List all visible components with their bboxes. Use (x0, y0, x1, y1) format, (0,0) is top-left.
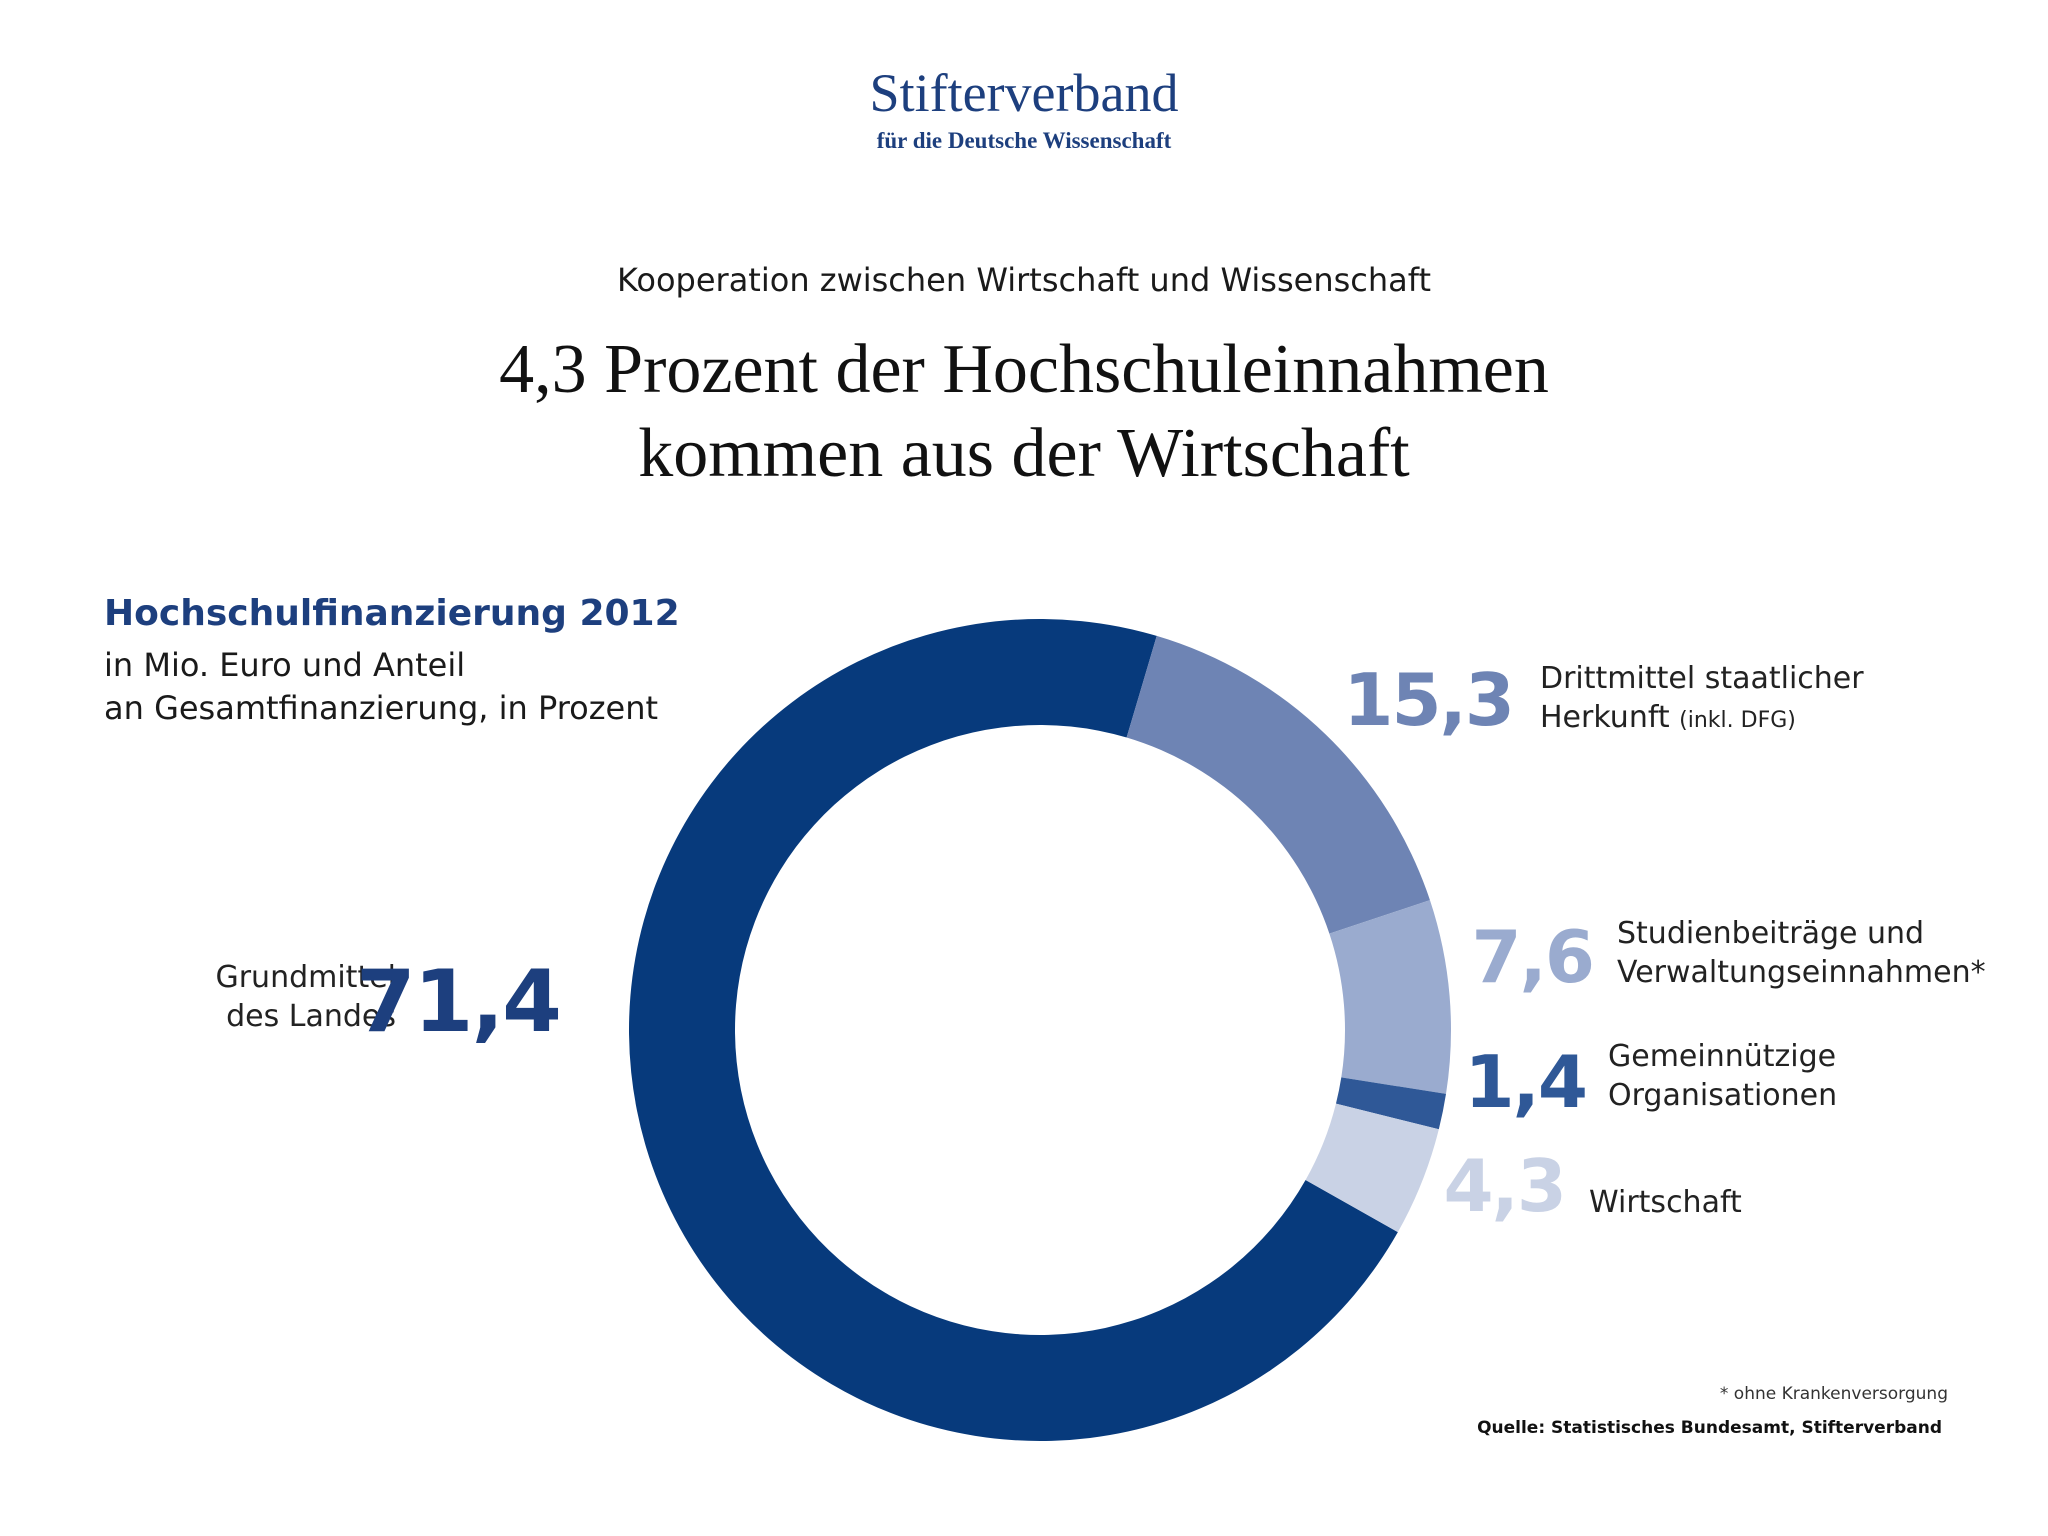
donut-slice-gemeinnuetzige (1335, 1077, 1447, 1130)
segment-value-wirtschaft: 4,3 (1443, 1144, 1567, 1228)
segment-label-grundmittel-line-1: Grundmittel (215, 960, 396, 995)
segment-value-grundmittel: 71,4 (355, 952, 562, 1052)
headline-line-1: 4,3 Prozent der Hochschuleinnahmen (499, 331, 1549, 408)
segment-label-gemeinnuetzige-line-2: Organisationen (1608, 1078, 1838, 1113)
segment-label-gemeinnuetzige: Gemeinnützige Organisationen (1608, 1037, 1837, 1115)
source-note: Quelle: Statistisches Bundesamt, Stifter… (1477, 1418, 1942, 1438)
donut-slice-wirtschaft (1305, 1103, 1439, 1233)
headline-line-2: kommen aus der Wirtschaft (638, 415, 1410, 492)
segment-label-grundmittel: Grundmittel des Landes (215, 958, 396, 1036)
chart-description: in Mio. Euro und Anteil an Gesamtfinanzi… (104, 644, 658, 730)
segment-label-wirtschaft: Wirtschaft (1589, 1185, 1742, 1220)
segment-value-drittmittel: 15,3 (1343, 658, 1515, 742)
logo: Stifterverband für die Deutsche Wissensc… (0, 62, 2048, 156)
logo-name: Stifterverband (869, 63, 1179, 123)
segment-label-grundmittel-line-2: des Landes (226, 999, 396, 1034)
headline: 4,3 Prozent der Hochschuleinnahmen komme… (0, 328, 2048, 496)
donut-slice-studienbeitraege (1329, 900, 1451, 1094)
logo-tagline: für die Deutsche Wissenschaft (876, 128, 1172, 153)
donut-slices (629, 619, 1451, 1441)
subtitle: Kooperation zwischen Wirtschaft und Wiss… (616, 261, 1432, 299)
chart-description-line-2: an Gesamtfinanzierung, in Prozent (104, 689, 659, 727)
segment-label-drittmittel: Drittmittel staatlicher Herkunft (inkl. … (1540, 659, 1864, 740)
chart-description-line-1: in Mio. Euro und Anteil (104, 646, 466, 684)
segment-label-drittmittel-line-2: Herkunft (inkl. DFG) (1540, 698, 1864, 740)
segment-label-studienbeitraege-line-2: Verwaltungseinnahmen* (1617, 955, 1986, 990)
donut-slice-drittmittel (1126, 635, 1430, 934)
segment-label-drittmittel-note: (inkl. DFG) (1679, 708, 1796, 733)
segment-label-studienbeitraege-line-1: Studienbeiträge und (1617, 916, 1925, 951)
segment-label-gemeinnuetzige-line-1: Gemeinnützige (1608, 1039, 1837, 1074)
segment-value-studienbeitraege: 7,6 (1471, 915, 1595, 999)
donut-chart (629, 619, 1451, 1441)
segment-label-drittmittel-text: Herkunft (1540, 700, 1670, 735)
segment-label-studienbeitraege: Studienbeiträge und Verwaltungseinnahmen… (1617, 914, 1986, 992)
chart-title: Hochschulfinanzierung 2012 (104, 593, 680, 634)
footnote: * ohne Krankenversorgung (1719, 1384, 1948, 1404)
segment-value-gemeinnuetzige: 1,4 (1464, 1040, 1588, 1124)
segment-label-drittmittel-line-1: Drittmittel staatlicher (1540, 661, 1864, 696)
